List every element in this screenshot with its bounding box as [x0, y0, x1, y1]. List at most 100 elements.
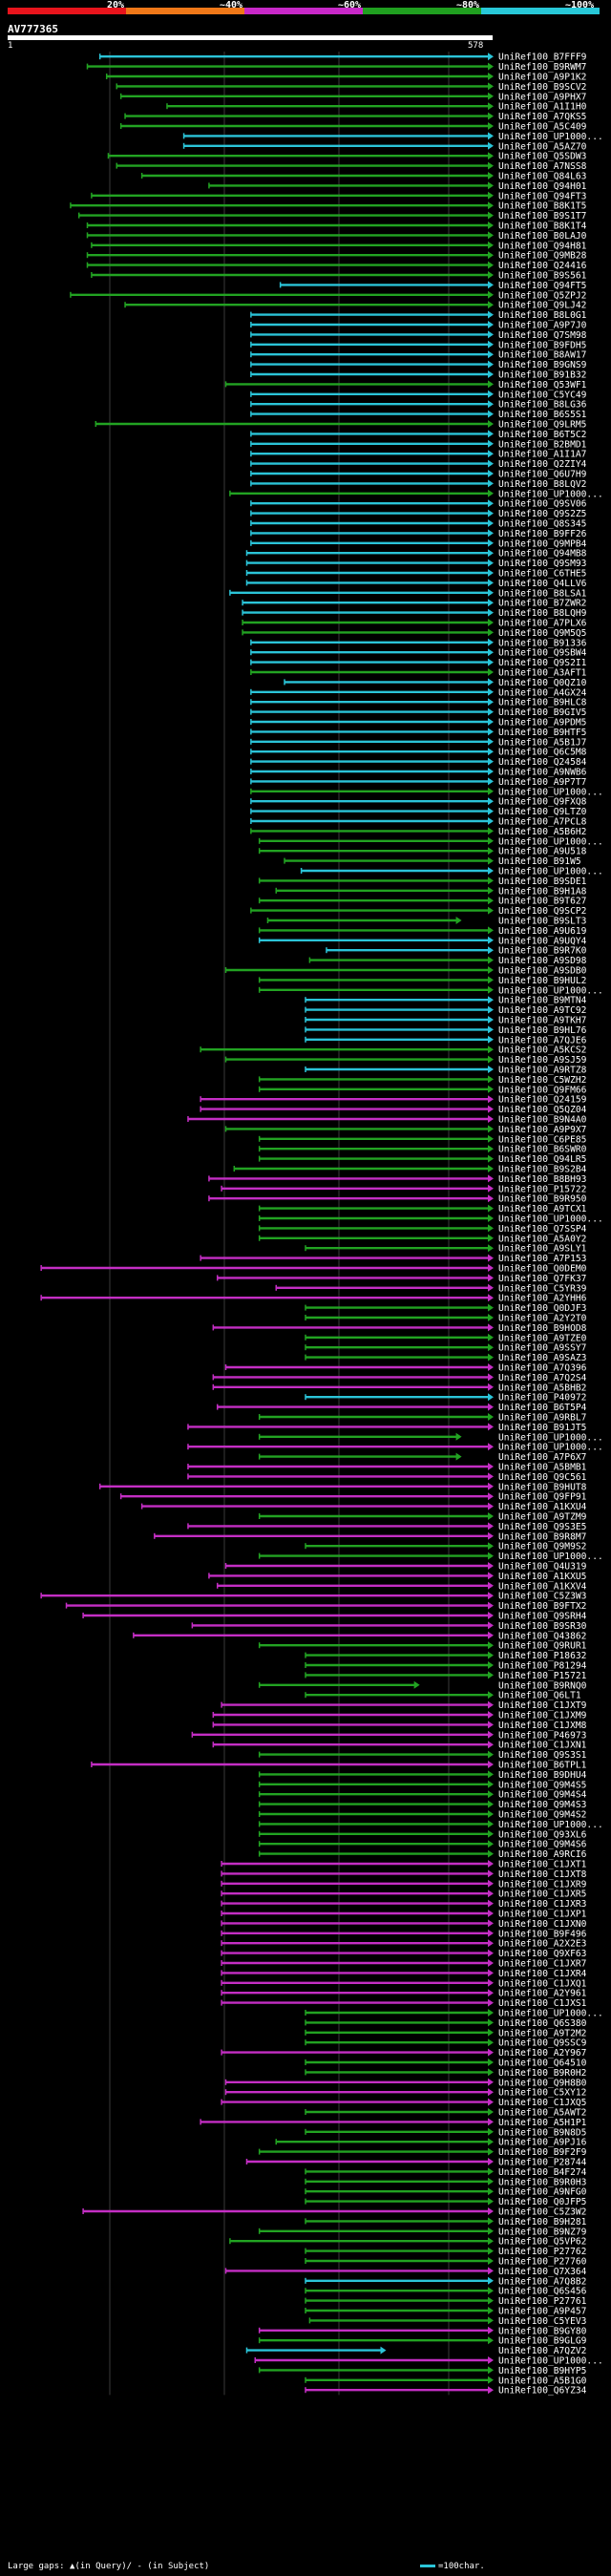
- hit-label[interactable]: UniRef100_A9SDB0: [498, 966, 587, 977]
- hit-label[interactable]: UniRef100_B9SCV2: [498, 82, 586, 93]
- hit-label[interactable]: UniRef100_A7QJE6: [498, 1035, 587, 1045]
- hit-label[interactable]: UniRef100_A5AWT2: [498, 2108, 586, 2119]
- hit-label[interactable]: UniRef100_Q9XF63: [498, 1949, 587, 1959]
- hit-label[interactable]: UniRef100_A1KXU5: [498, 1572, 586, 1582]
- hit-label[interactable]: UniRef100_A9TCX1: [498, 1204, 587, 1214]
- hit-label[interactable]: UniRef100_A1KXU4: [498, 1502, 587, 1512]
- hit-label[interactable]: UniRef100_A1I1A7: [498, 450, 587, 460]
- hit-label[interactable]: UniRef100_P40972: [498, 1393, 586, 1404]
- hit-label[interactable]: UniRef100_Q64510: [498, 2059, 587, 2069]
- hit-label[interactable]: UniRef100_B8L0G1: [498, 310, 587, 321]
- hit-label[interactable]: UniRef100_B9SDE1: [498, 876, 587, 887]
- hit-label[interactable]: UniRef100_Q9M4S2: [498, 1810, 586, 1821]
- hit-label[interactable]: UniRef100_A9P7T7: [498, 777, 587, 788]
- hit-label[interactable]: UniRef100_Q53WF1: [498, 380, 587, 391]
- hit-label[interactable]: UniRef100_Q9RUR1: [498, 1641, 587, 1652]
- hit-label[interactable]: UniRef100_B8AW17: [498, 350, 587, 361]
- hit-label[interactable]: UniRef100_B6TPL1: [498, 1761, 587, 1771]
- hit-label[interactable]: UniRef100_B8BH93: [498, 1174, 587, 1185]
- hit-label[interactable]: UniRef100_C1JXR4: [498, 1969, 587, 1979]
- hit-label[interactable]: UniRef100_B9R8M7: [498, 1531, 587, 1542]
- hit-label[interactable]: UniRef100_Q94LR5: [498, 1154, 586, 1165]
- hit-label[interactable]: UniRef100_A1I1H0: [498, 102, 587, 113]
- hit-label[interactable]: UniRef100_Q6S456: [498, 2287, 587, 2297]
- hit-label[interactable]: UniRef100_A7QKS5: [498, 112, 586, 122]
- hit-label[interactable]: UniRef100_Q0QZ10: [498, 678, 587, 688]
- hit-label[interactable]: UniRef100_B91336: [498, 638, 587, 648]
- hit-label[interactable]: UniRef100_Q9S3E5: [498, 1522, 586, 1532]
- hit-label[interactable]: UniRef100_A5C409: [498, 122, 587, 133]
- hit-label[interactable]: UniRef100_A5BMB1: [498, 1463, 587, 1473]
- hit-label[interactable]: UniRef100_C1JXN0: [498, 1919, 587, 1930]
- hit-label[interactable]: UniRef100_Q9LTZ0: [498, 807, 587, 817]
- hit-label[interactable]: UniRef100_C1JXR9: [498, 1879, 587, 1890]
- hit-label[interactable]: UniRef100_B8LG36: [498, 400, 587, 411]
- hit-label[interactable]: UniRef100_A9SSY7: [498, 1343, 587, 1354]
- hit-label[interactable]: UniRef100_Q9M4S4: [498, 1790, 587, 1801]
- hit-label[interactable]: UniRef100_B6SWR0: [498, 1145, 587, 1155]
- hit-label[interactable]: UniRef100_A7P153: [498, 1254, 587, 1264]
- hit-label[interactable]: UniRef100_B9H1A8: [498, 886, 587, 897]
- hit-label[interactable]: UniRef100_P15721: [498, 1671, 587, 1681]
- hit-label[interactable]: UniRef100_B9HUL2: [498, 976, 586, 986]
- hit-label[interactable]: UniRef100_A7Q396: [498, 1363, 587, 1374]
- hit-label[interactable]: UniRef100_B9GNS9: [498, 360, 587, 370]
- hit-label[interactable]: UniRef100_A9SJ59: [498, 1055, 587, 1066]
- hit-label[interactable]: UniRef100_B9FDH5: [498, 340, 586, 350]
- hit-label[interactable]: UniRef100_A9RBL7: [498, 1413, 587, 1424]
- hit-label[interactable]: UniRef100_UP1000...: [498, 787, 603, 797]
- hit-label[interactable]: UniRef100_B91JT5: [498, 1423, 586, 1433]
- hit-label[interactable]: UniRef100_B9T627: [498, 897, 587, 907]
- hit-label[interactable]: UniRef100_B7FFF9: [498, 53, 587, 63]
- hit-label[interactable]: UniRef100_B9HYP5: [498, 2366, 586, 2376]
- hit-label[interactable]: UniRef100_P18632: [498, 1651, 586, 1661]
- hit-label[interactable]: UniRef100_B9GIV5: [498, 707, 586, 718]
- hit-label[interactable]: UniRef100_B9HOD8: [498, 1323, 587, 1334]
- hit-label[interactable]: UniRef100_Q9SSC9: [498, 2038, 587, 2049]
- hit-label[interactable]: UniRef100_C1JXT8: [498, 1869, 587, 1880]
- hit-label[interactable]: UniRef100_Q5VP62: [498, 2237, 586, 2248]
- hit-label[interactable]: UniRef100_Q9M5Q5: [498, 628, 586, 639]
- hit-label[interactable]: UniRef100_A9P9X7: [498, 1125, 587, 1135]
- hit-label[interactable]: UniRef100_Q9SM93: [498, 559, 587, 569]
- hit-label[interactable]: UniRef100_B9NZ79: [498, 2227, 587, 2237]
- hit-label[interactable]: UniRef100_Q94FT3: [498, 191, 587, 201]
- hit-label[interactable]: UniRef100_A9TKH7: [498, 1016, 587, 1026]
- hit-label[interactable]: UniRef100_B7ZWR2: [498, 599, 586, 609]
- hit-label[interactable]: UniRef100_C1JXT1: [498, 1860, 587, 1870]
- hit-label[interactable]: UniRef100_Q7SSP4: [498, 1224, 587, 1235]
- hit-label[interactable]: UniRef100_C1JXM8: [498, 1721, 587, 1731]
- hit-label[interactable]: UniRef100_C1JXM9: [498, 1711, 587, 1721]
- hit-label[interactable]: UniRef100_A9RCI6: [498, 1849, 587, 1860]
- hit-label[interactable]: UniRef100_A2X2E3: [498, 1939, 587, 1950]
- hit-label[interactable]: UniRef100_Q5SDW3: [498, 152, 587, 162]
- hit-label[interactable]: UniRef100_Q2ZIY4: [498, 459, 587, 470]
- hit-label[interactable]: UniRef100_UP1000...: [498, 1214, 603, 1225]
- hit-label[interactable]: UniRef100_A2Y2T0: [498, 1314, 587, 1324]
- hit-label[interactable]: UniRef100_A9T2M2: [498, 2028, 586, 2038]
- hit-label[interactable]: UniRef100_B9GLG9: [498, 2336, 587, 2347]
- hit-label[interactable]: UniRef100_A7PCL8: [498, 817, 587, 828]
- hit-label[interactable]: UniRef100_Q9S2I1: [498, 658, 587, 668]
- hit-label[interactable]: UniRef100_Q94H01: [498, 181, 587, 192]
- hit-label[interactable]: UniRef100_C5Z3W3: [498, 1592, 587, 1602]
- hit-label[interactable]: UniRef100_B9N4A0: [498, 1115, 587, 1126]
- hit-label[interactable]: UniRef100_C1JXQ5: [498, 2098, 586, 2108]
- hit-label[interactable]: UniRef100_Q9M4S3: [498, 1800, 587, 1810]
- hit-label[interactable]: UniRef100_B9FF26: [498, 529, 587, 539]
- hit-label[interactable]: UniRef100_A7NSS8: [498, 161, 587, 172]
- hit-label[interactable]: UniRef100_C6THE5: [498, 569, 586, 580]
- hit-label[interactable]: UniRef100_A7P6X7: [498, 1452, 587, 1463]
- hit-label[interactable]: UniRef100_C5YEV3: [498, 2316, 587, 2327]
- hit-label[interactable]: UniRef100_Q43862: [498, 1631, 586, 1641]
- hit-label[interactable]: UniRef100_C1JXR3: [498, 1899, 587, 1910]
- hit-label[interactable]: UniRef100_B91W5: [498, 856, 581, 867]
- hit-label[interactable]: UniRef100_A9P457: [498, 2307, 587, 2317]
- hit-label[interactable]: UniRef100_Q94MB8: [498, 549, 587, 560]
- hit-label[interactable]: UniRef100_A7Q8B2: [498, 2276, 586, 2287]
- hit-label[interactable]: UniRef100_B9S561: [498, 271, 587, 282]
- hit-label[interactable]: UniRef100_UP1000...: [498, 1552, 603, 1562]
- hit-label[interactable]: UniRef100_A9PHX7: [498, 92, 587, 102]
- hit-label[interactable]: UniRef100_UP1000...: [498, 985, 603, 996]
- hit-label[interactable]: UniRef100_B9HTF5: [498, 728, 586, 738]
